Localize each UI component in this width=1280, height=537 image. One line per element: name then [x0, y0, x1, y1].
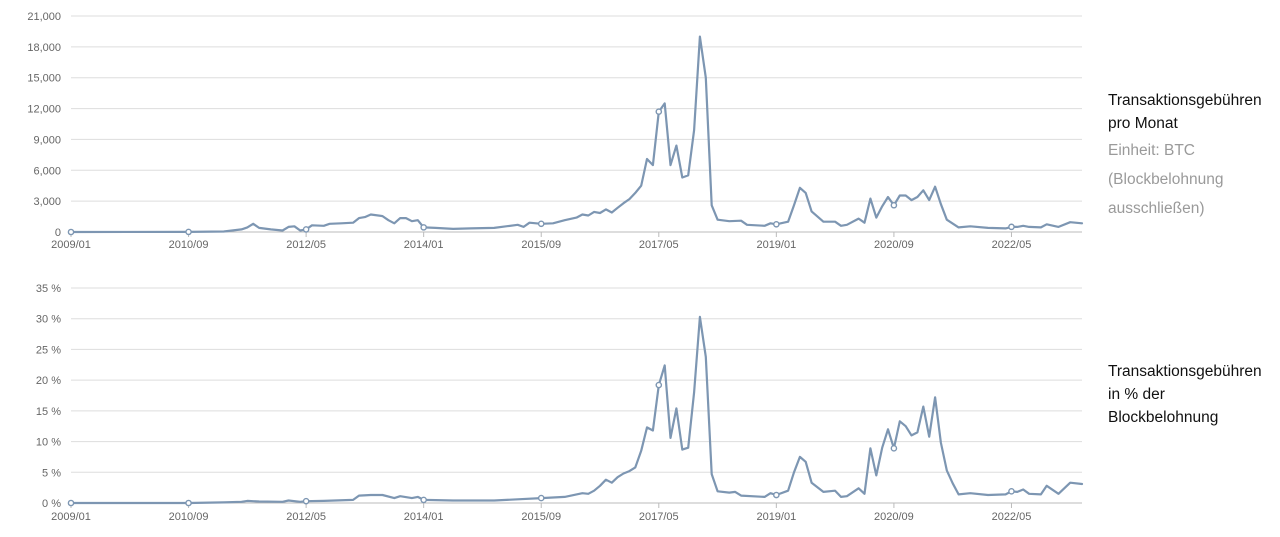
- fees-btc-note-line1: (Blockbelohnung: [1108, 171, 1224, 188]
- percent-y-tick-label: 30 %: [36, 314, 61, 326]
- btc-series-line: [69, 35, 1084, 234]
- percent-x-tick-label: 2017/05: [639, 511, 679, 523]
- percent-y-tick-label: 20 %: [36, 375, 61, 387]
- percent-series-line: [69, 315, 1084, 505]
- fees-btc-chart: 0 3,000 6,000 9,000 12,000 15,000 18,000 21,000…: [27, 11, 1084, 251]
- btc-y-tick-label: 6,000: [33, 165, 61, 177]
- btc-y-tick-label: 9,000: [33, 134, 61, 146]
- percent-y-tick-label: 10 %: [36, 437, 61, 449]
- percent-y-tick-label: 25 %: [36, 344, 61, 356]
- btc-data-point[interactable]: [67, 228, 75, 236]
- percent-x-tick-label: 2022/05: [992, 511, 1032, 523]
- percent-y-tick-label: 35 %: [36, 283, 61, 295]
- btc-data-point[interactable]: [302, 226, 310, 233]
- btc-x-tick-label: 2009/01: [51, 239, 91, 251]
- btc-data-point[interactable]: [1008, 223, 1015, 231]
- fees-percent-title-line3: Blockbelohnung: [1108, 409, 1219, 426]
- percent-y-tick-label: 0 %: [42, 498, 61, 510]
- btc-x-tick-label: 2012/05: [286, 239, 326, 251]
- btc-data-point[interactable]: [655, 108, 663, 115]
- percent-data-point[interactable]: [773, 491, 780, 499]
- fees-percent-chart: 0 % 5 % 10 % 15 % 20 % 25 % 30 % 35 % 2009/01 201…: [36, 283, 1084, 523]
- percent-data-point[interactable]: [1008, 488, 1015, 495]
- fees-btc-title-line1: Transaktionsgebühren: [1108, 92, 1262, 109]
- btc-data-point[interactable]: [420, 224, 427, 231]
- fees-percent-title-line2: in % der: [1108, 386, 1165, 403]
- percent-data-point[interactable]: [537, 494, 545, 502]
- fees-btc-unit: Einheit: BTC: [1108, 142, 1196, 159]
- btc-y-tick-label: 0: [55, 227, 61, 239]
- btc-x-tick-label: 2022/05: [992, 239, 1032, 251]
- percent-data-point[interactable]: [420, 496, 427, 504]
- percent-x-tick-label: 2012/05: [286, 511, 326, 523]
- btc-x-tick-label: 2019/01: [756, 239, 796, 251]
- btc-x-tick-label: 2014/01: [404, 239, 444, 251]
- fees-percent-title-line1: Transaktionsgebühren: [1108, 363, 1262, 380]
- btc-data-point[interactable]: [185, 228, 192, 236]
- btc-y-tick-label: 3,000: [33, 196, 61, 208]
- btc-data-point[interactable]: [773, 220, 780, 228]
- fees-btc-legend: Transaktionsgebühren pro Monat Einheit: …: [1108, 89, 1278, 223]
- percent-y-tick-label: 5 %: [42, 467, 61, 479]
- percent-x-tick-label: 2020/09: [874, 511, 914, 523]
- btc-y-tick-label: 21,000: [27, 11, 61, 23]
- percent-data-point[interactable]: [655, 381, 663, 389]
- btc-x-tick-label: 2015/09: [521, 239, 561, 251]
- percent-data-point[interactable]: [890, 445, 898, 452]
- percent-y-tick-label: 15 %: [36, 406, 61, 418]
- fees-percent-legend: Transaktionsgebühren in % der Blockbeloh…: [1108, 360, 1278, 429]
- percent-x-tick-label: 2010/09: [169, 511, 209, 523]
- btc-data-point[interactable]: [890, 201, 898, 209]
- fees-btc-note-line2: ausschließen): [1108, 200, 1205, 217]
- percent-x-tick-label: 2015/09: [521, 511, 561, 523]
- percent-data-point[interactable]: [302, 497, 310, 505]
- percent-x-tick-label: 2009/01: [51, 511, 91, 523]
- percent-data-point[interactable]: [67, 499, 75, 507]
- percent-data-point[interactable]: [185, 499, 192, 507]
- btc-x-tick-label: 2020/09: [874, 239, 914, 251]
- fees-btc-title-line2: pro Monat: [1108, 115, 1178, 132]
- btc-y-tick-label: 18,000: [27, 42, 61, 54]
- percent-x-tick-label: 2019/01: [756, 511, 796, 523]
- btc-x-tick-label: 2010/09: [169, 239, 209, 251]
- btc-y-tick-label: 12,000: [27, 104, 61, 116]
- percent-x-tick-label: 2014/01: [404, 511, 444, 523]
- btc-x-tick-label: 2017/05: [639, 239, 679, 251]
- btc-y-tick-label: 15,000: [27, 73, 61, 85]
- btc-data-point[interactable]: [537, 220, 545, 228]
